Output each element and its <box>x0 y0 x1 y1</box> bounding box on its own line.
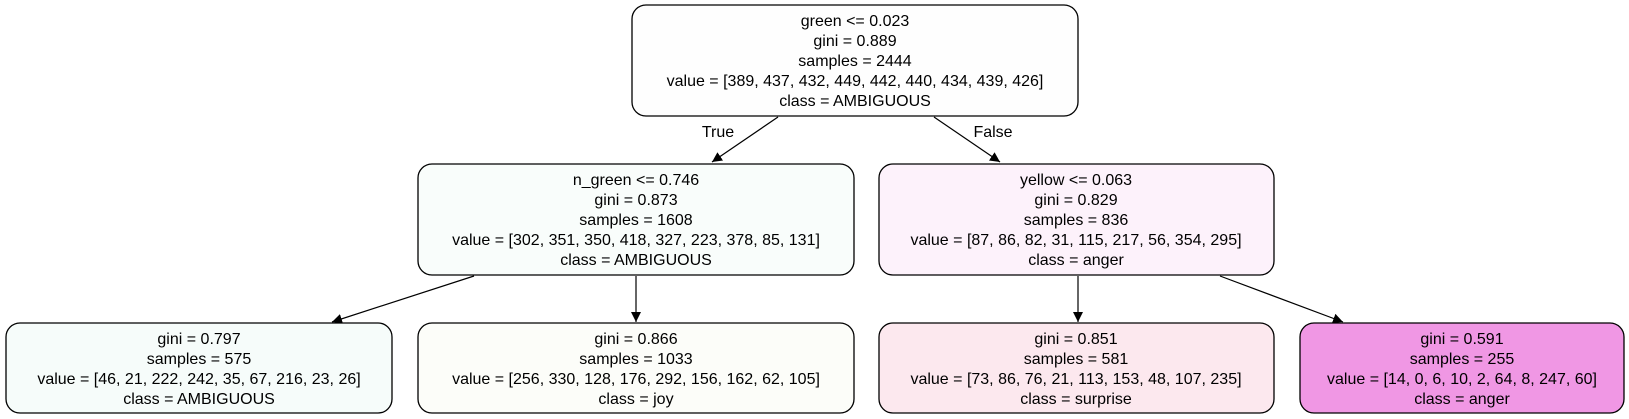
edge-root-to-left <box>711 116 779 163</box>
right-split-node: yellow <= 0.063 gini = 0.829 samples = 8… <box>878 163 1275 276</box>
leaf-node-2-gini: gini = 0.866 <box>594 331 677 348</box>
right-split-node-samples: samples = 836 <box>1024 212 1129 229</box>
root-node-split: green <= 0.023 <box>801 13 910 30</box>
leaf-node-2: gini = 0.866 samples = 1033 value = [256… <box>417 322 855 414</box>
leaf-node-3-gini: gini = 0.851 <box>1034 331 1117 348</box>
true-edge-label: True <box>702 124 734 141</box>
root-node-gini: gini = 0.889 <box>813 33 896 50</box>
root-node-value: value = [389, 437, 432, 449, 442, 440, 4… <box>667 73 1044 90</box>
leaf-node-2-value: value = [256, 330, 128, 176, 292, 156, 1… <box>452 371 820 388</box>
left-split-node-split: n_green <= 0.746 <box>573 172 699 189</box>
leaf-node-4-value: value = [14, 0, 6, 10, 2, 64, 8, 247, 60… <box>1327 371 1597 388</box>
leaf-node-3: gini = 0.851 samples = 581 value = [73, … <box>878 322 1275 414</box>
leaf-node-3-value: value = [73, 86, 76, 21, 113, 153, 48, 1… <box>910 371 1241 388</box>
left-split-node-gini: gini = 0.873 <box>594 192 677 209</box>
root-node: green <= 0.023 gini = 0.889 samples = 24… <box>631 4 1079 117</box>
leaf-node-1-gini: gini = 0.797 <box>157 331 240 348</box>
root-node-class: class = AMBIGUOUS <box>779 93 931 110</box>
false-edge-label: False <box>973 124 1012 141</box>
leaf-node-4-gini: gini = 0.591 <box>1420 331 1503 348</box>
leaf-node-2-class: class = joy <box>598 391 673 408</box>
edge-right-to-leaf4 <box>1219 275 1344 324</box>
left-split-node: n_green <= 0.746 gini = 0.873 samples = … <box>417 163 855 276</box>
right-split-node-split: yellow <= 0.063 <box>1020 172 1132 189</box>
left-split-node-class: class = AMBIGUOUS <box>560 252 712 269</box>
root-node-samples: samples = 2444 <box>798 53 912 70</box>
right-split-node-gini: gini = 0.829 <box>1034 192 1117 209</box>
leaf-node-4-class: class = anger <box>1414 391 1510 408</box>
edge-left-to-leaf1 <box>331 275 475 324</box>
leaf-node-3-class: class = surprise <box>1020 391 1132 408</box>
left-split-node-samples: samples = 1608 <box>579 212 693 229</box>
edge-root-to-right <box>933 116 1001 163</box>
leaf-node-2-samples: samples = 1033 <box>579 351 693 368</box>
leaf-node-4-samples: samples = 255 <box>1410 351 1515 368</box>
leaf-node-1: gini = 0.797 samples = 575 value = [46, … <box>5 322 393 414</box>
right-split-node-value: value = [87, 86, 82, 31, 115, 217, 56, 3… <box>910 232 1241 249</box>
leaf-node-1-class: class = AMBIGUOUS <box>123 391 275 408</box>
leaf-node-4: gini = 0.591 samples = 255 value = [14, … <box>1299 322 1625 414</box>
leaf-node-1-samples: samples = 575 <box>147 351 252 368</box>
right-split-node-class: class = anger <box>1028 252 1124 269</box>
left-split-node-value: value = [302, 351, 350, 418, 327, 223, 3… <box>452 232 820 249</box>
leaf-node-1-value: value = [46, 21, 222, 242, 35, 67, 216, … <box>37 371 360 388</box>
leaf-node-3-samples: samples = 581 <box>1024 351 1129 368</box>
